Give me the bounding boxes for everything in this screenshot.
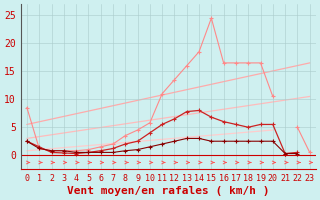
X-axis label: Vent moyen/en rafales ( km/h ): Vent moyen/en rafales ( km/h )	[67, 186, 269, 196]
